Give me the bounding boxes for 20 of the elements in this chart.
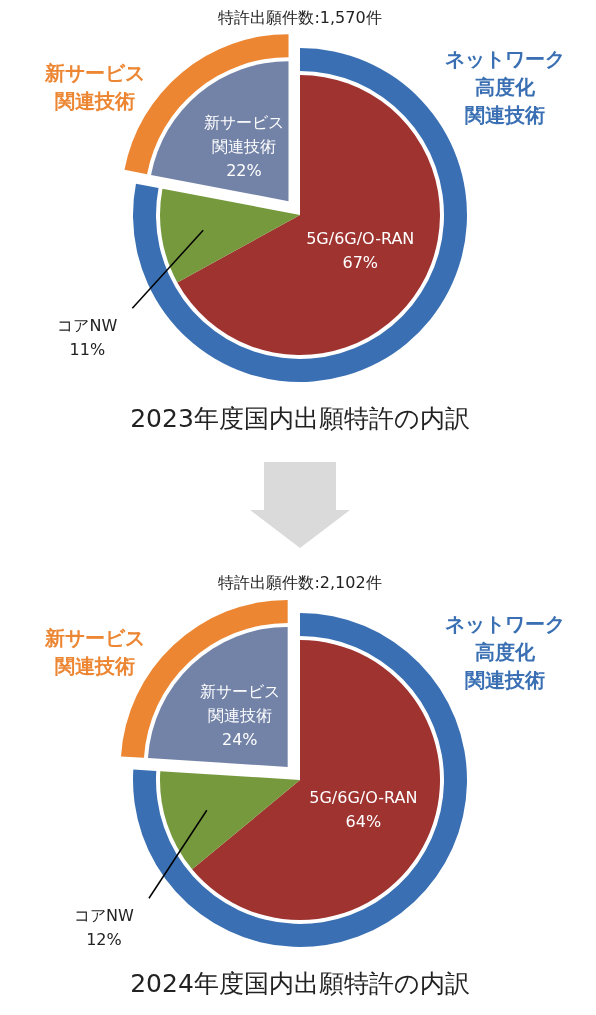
data-label: 64% [345, 811, 382, 831]
data-label: 24% [221, 729, 258, 749]
data-label: 22% [226, 160, 262, 180]
data-label: 12% [86, 929, 122, 949]
text: 2024年度国内出願特許の内訳 [130, 969, 470, 998]
chart-subtitle: 特許出願件数:2,102件 [218, 572, 382, 592]
text: 2023年度国内出願特許の内訳 [130, 404, 470, 433]
slice-label: 新サービス関連技術 [203, 112, 284, 156]
slice-label: 新サービス関連技術 [44, 625, 145, 678]
slice-label: 新サービス関連技術 [44, 60, 145, 113]
slice-label: ネットワーク高度化関連技術 [445, 611, 565, 692]
slice-label: 5G/6G/O-RAN [306, 228, 415, 248]
slice-label: ネットワーク高度化関連技術 [445, 46, 565, 127]
data-label: 67% [342, 252, 379, 272]
slice-label: 5G/6G/O-RAN [309, 787, 418, 807]
slice-label: コアNW [74, 905, 135, 925]
chart-subtitle: 特許出願件数:1,570件 [218, 7, 382, 27]
data-label: 11% [69, 339, 106, 359]
slice-label: コアNW [57, 315, 118, 335]
slice-label: 新サービス関連技術 [199, 681, 280, 725]
